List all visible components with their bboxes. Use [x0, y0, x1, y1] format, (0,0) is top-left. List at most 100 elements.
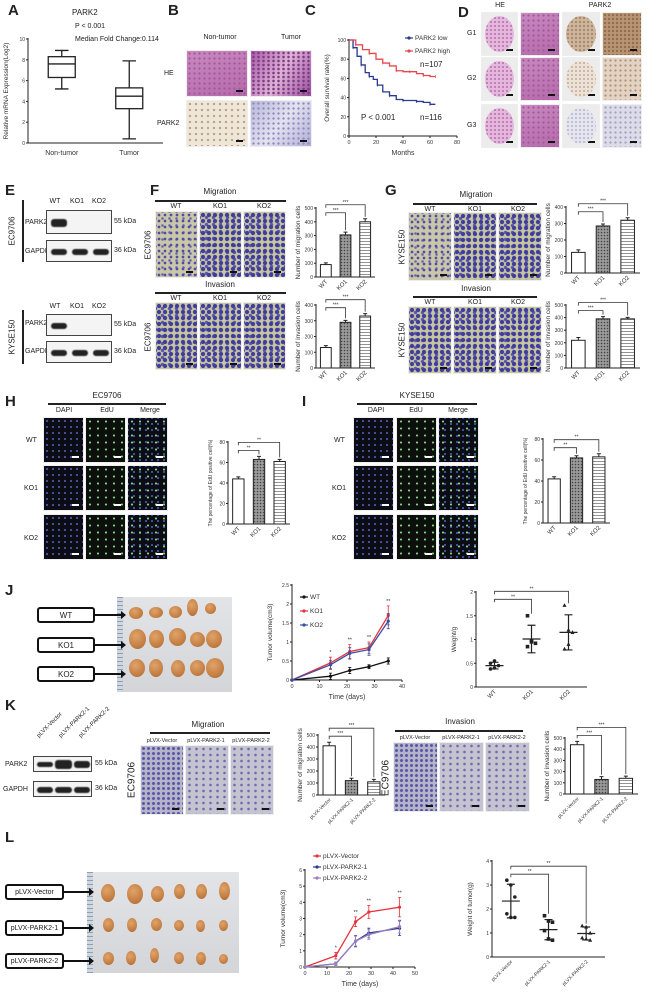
scale-bar — [230, 271, 237, 273]
k-col-park2-1: pLVX-PARK2-1 — [187, 738, 225, 744]
y-tick-label: 4 — [299, 900, 302, 906]
i-row-wt: WT — [334, 437, 345, 444]
km-n-high: n=107 — [420, 60, 443, 69]
x-axis-label: Time (days) — [342, 981, 379, 988]
blot-band — [51, 219, 67, 227]
category-label: Non-tumor — [45, 150, 79, 157]
bar — [359, 221, 372, 278]
legend-label: pLVX-PARK2-1 — [323, 864, 368, 871]
e-lane-ko2: KO2 — [91, 303, 107, 310]
data-point — [588, 938, 593, 942]
x-tick-label: 40 — [390, 971, 396, 977]
blot-band — [51, 323, 67, 329]
g-invasion-title: Invasion — [461, 284, 491, 293]
tumor — [127, 884, 143, 904]
error-bar — [601, 223, 605, 226]
error-bar — [601, 316, 605, 319]
h-title: EC9706 — [92, 391, 122, 400]
y-axis-label: Number of migration cells — [297, 727, 304, 801]
transwell-image — [199, 211, 242, 278]
group-label-ko2: KO2 — [37, 666, 95, 682]
b-row-he: HE — [164, 70, 174, 77]
fluorescence-edu — [85, 465, 126, 511]
tumor — [151, 886, 164, 902]
significance-label: ** — [511, 594, 515, 600]
scale-bar — [156, 456, 163, 458]
g-migration-title: Migration — [459, 190, 493, 199]
panel-label-i: I — [302, 393, 307, 410]
scale-bar — [630, 141, 637, 143]
transwell-image — [185, 745, 229, 815]
k-col-vector: pLVX-Vector — [146, 738, 178, 744]
scale-bar — [426, 805, 433, 807]
fluorescence-dapi — [43, 417, 84, 463]
scale-bar — [186, 363, 193, 365]
western-blot-gapdh — [33, 781, 92, 797]
y-tick-label: 60 — [534, 458, 540, 464]
category-label: KO2 — [270, 526, 283, 539]
transwell-image — [155, 302, 198, 370]
y-tick-label: 0 — [312, 793, 315, 799]
data-point — [525, 613, 530, 618]
y-tick-label: 100 — [305, 350, 314, 356]
significance-label: ** — [575, 435, 579, 441]
scale-bar — [467, 504, 474, 506]
tumor — [127, 918, 137, 932]
category-label: pLVX-PARK2-1 — [524, 959, 552, 987]
y-tick-label: 0.5 — [282, 659, 289, 665]
tumor — [103, 952, 114, 965]
series-line — [304, 925, 400, 968]
tumor — [219, 882, 230, 900]
y-tick-label: 1.5 — [282, 621, 289, 627]
group-label-park2-1: pLVX-PARK2-1 — [5, 920, 64, 936]
y-tick-label: 0 — [286, 678, 289, 684]
y-tick-label: 20 — [534, 500, 540, 506]
x-tick-label: 20 — [373, 140, 379, 146]
y-tick-label: 4 — [22, 99, 25, 105]
category-label: WT — [318, 279, 329, 290]
y-tick-label: 2 — [299, 933, 302, 939]
bar — [547, 478, 561, 524]
y-tick-label: 0 — [486, 955, 489, 961]
y-tick-label: 300 — [305, 319, 314, 325]
legend-marker — [302, 609, 306, 613]
significance-label: ** — [353, 910, 358, 916]
y-tick-label: 3 — [486, 883, 489, 889]
category-label: KO2 — [356, 370, 369, 383]
f-col-ko1: KO1 — [212, 295, 228, 302]
y-tick-label: 3 — [299, 917, 302, 923]
i-col-dapi: DAPI — [367, 407, 385, 414]
k-migration-title: Migration — [191, 720, 225, 729]
tumor — [149, 630, 164, 648]
km-n-low: n=116 — [420, 113, 442, 122]
significance-label: ** — [247, 445, 251, 451]
significance-label: ** — [530, 586, 534, 592]
legend-marker — [302, 595, 306, 599]
error-bar — [343, 319, 348, 323]
y-tick-label: 1.5 — [466, 614, 473, 620]
category-label: Tumor — [119, 150, 140, 157]
significance-bracket — [325, 299, 366, 312]
x-tick-label: 0 — [303, 971, 306, 977]
scale-bar — [530, 367, 537, 369]
significance-label: *** — [349, 723, 355, 729]
chart-h: 0 20 40 60 80 The percentage of EdU positive … — [208, 437, 290, 539]
significance-bracket — [237, 449, 260, 455]
y-tick-label: 500 — [555, 303, 564, 309]
transwell-image — [485, 742, 530, 812]
error-bar — [625, 217, 630, 221]
arrow-icon — [95, 670, 126, 678]
category-label: KO1 — [594, 370, 607, 383]
fluorescence-merge — [127, 514, 168, 560]
scale-bar — [156, 553, 163, 555]
data-point — [550, 920, 555, 924]
significance-bracket — [553, 439, 600, 452]
data-point — [398, 905, 402, 909]
significance-label: *** — [337, 731, 343, 737]
scale-bar — [548, 49, 555, 51]
scale-bar — [382, 456, 389, 458]
divider — [357, 403, 477, 405]
e-lane-ko2: KO2 — [91, 198, 107, 205]
significance-bracket — [325, 204, 366, 217]
data-point — [367, 933, 371, 937]
